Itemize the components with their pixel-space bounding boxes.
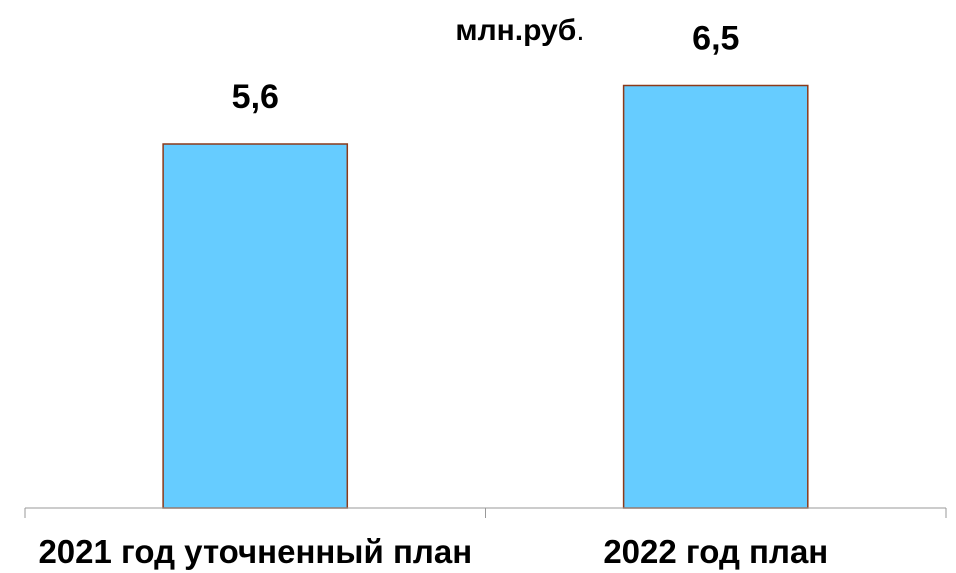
chart-unit-label: млн.руб.	[400, 14, 640, 48]
bar-value-label-2: 6,5	[692, 20, 739, 58]
category-label-2: 2022 год план	[603, 533, 828, 570]
unit-label-text: млн.руб	[455, 14, 577, 47]
unit-label-suffix: .	[576, 14, 585, 47]
category-labels-group: 2021 год уточненный план 2022 год план	[38, 533, 828, 570]
value-labels-group: 5,6 6,5	[232, 20, 740, 117]
bar-1	[162, 143, 349, 509]
bar-2	[622, 84, 809, 509]
bars-group	[162, 84, 809, 509]
x-axis	[24, 507, 947, 518]
category-label-1: 2021 год уточненный план	[38, 533, 472, 570]
bar-value-label-1: 5,6	[232, 78, 279, 116]
